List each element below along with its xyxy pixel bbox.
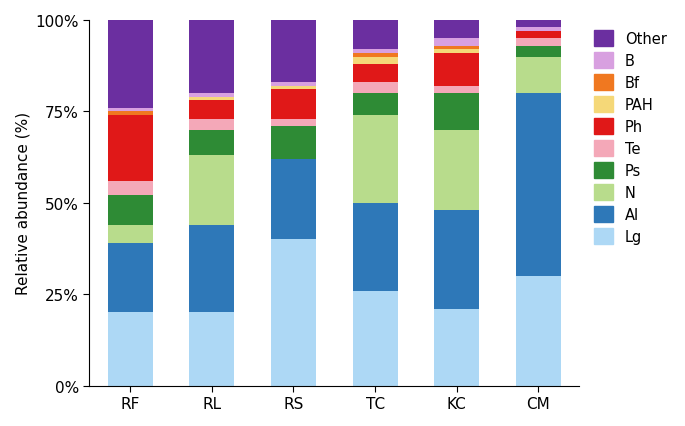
Bar	[516, 94, 561, 276]
Bar	[271, 160, 316, 240]
Bar	[108, 112, 153, 116]
Bar	[108, 313, 153, 386]
Bar	[190, 130, 234, 156]
Bar	[271, 119, 316, 127]
Bar	[516, 28, 561, 32]
Bar	[190, 119, 234, 130]
Bar	[353, 116, 397, 203]
Bar	[516, 46, 561, 58]
Bar	[108, 109, 153, 112]
Bar	[190, 21, 234, 94]
Bar	[271, 240, 316, 386]
Legend: Other, B, Bf, PAH, Ph, Te, Ps, N, Al, Lg: Other, B, Bf, PAH, Ph, Te, Ps, N, Al, Lg	[591, 28, 669, 248]
Bar	[190, 101, 234, 119]
Bar	[353, 21, 397, 50]
Bar	[271, 90, 316, 119]
Bar	[434, 50, 479, 54]
Bar	[434, 94, 479, 130]
Bar	[434, 21, 479, 39]
Bar	[516, 21, 561, 28]
Bar	[516, 39, 561, 46]
Bar	[108, 196, 153, 225]
Bar	[353, 58, 397, 65]
Bar	[108, 181, 153, 196]
Bar	[434, 54, 479, 86]
Bar	[190, 94, 234, 98]
Bar	[271, 83, 316, 86]
Bar	[516, 276, 561, 386]
Bar	[190, 225, 234, 313]
Bar	[353, 94, 397, 116]
Bar	[434, 309, 479, 386]
Bar	[190, 313, 234, 386]
Bar	[108, 243, 153, 313]
Bar	[353, 83, 397, 94]
Bar	[108, 225, 153, 243]
Bar	[516, 32, 561, 39]
Bar	[271, 86, 316, 90]
Bar	[516, 58, 561, 94]
Bar	[434, 86, 479, 94]
Bar	[353, 203, 397, 291]
Bar	[434, 210, 479, 309]
Bar	[108, 116, 153, 181]
Bar	[108, 21, 153, 109]
Y-axis label: Relative abundance (%): Relative abundance (%)	[15, 112, 30, 295]
Bar	[353, 65, 397, 83]
Bar	[434, 46, 479, 50]
Bar	[434, 39, 479, 46]
Bar	[353, 54, 397, 58]
Bar	[271, 127, 316, 160]
Bar	[190, 156, 234, 225]
Bar	[190, 98, 234, 101]
Bar	[434, 130, 479, 210]
Bar	[271, 21, 316, 83]
Bar	[353, 50, 397, 54]
Bar	[353, 291, 397, 386]
